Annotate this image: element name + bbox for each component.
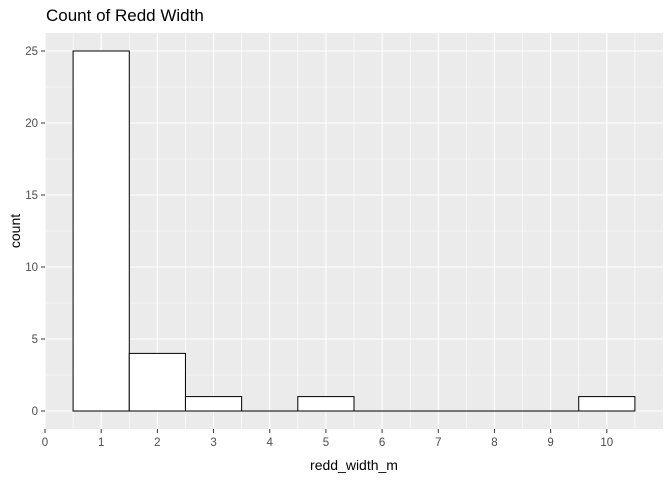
x-tick-label: 2 [154,437,160,449]
x-tick-label: 9 [547,437,553,449]
x-tick-label: 4 [267,437,274,449]
x-tick-label: 0 [42,437,48,449]
y-axis: 0 5 10 15 20 25 [25,46,45,418]
histogram-bar [128,352,186,412]
y-axis-title: count [7,214,23,248]
x-tick-label: 3 [210,437,216,449]
x-tick-label: 1 [98,437,104,449]
x-tick-label: 10 [600,437,613,449]
y-tick-label: 0 [32,406,38,418]
x-axis-title: redd_width_m [310,457,398,473]
histogram-bar [297,396,355,412]
y-tick-label: 5 [32,334,38,346]
y-tick-label: 10 [25,262,38,274]
x-tick-label: 7 [435,437,441,449]
x-axis: 0 1 2 3 4 5 6 7 8 9 10 [42,429,613,449]
x-tick-label: 5 [323,437,329,449]
histogram-bar [578,396,636,412]
x-tick-label: 8 [491,437,497,449]
y-tick-label: 20 [25,118,38,130]
histogram-bar [184,396,243,412]
y-tick-label: 25 [25,46,38,58]
histogram-bar [72,50,130,412]
chart-title: Count of Redd Width [46,6,204,25]
histogram-bars [72,50,636,412]
y-tick-label: 15 [25,190,38,202]
x-tick-label: 6 [379,437,385,449]
